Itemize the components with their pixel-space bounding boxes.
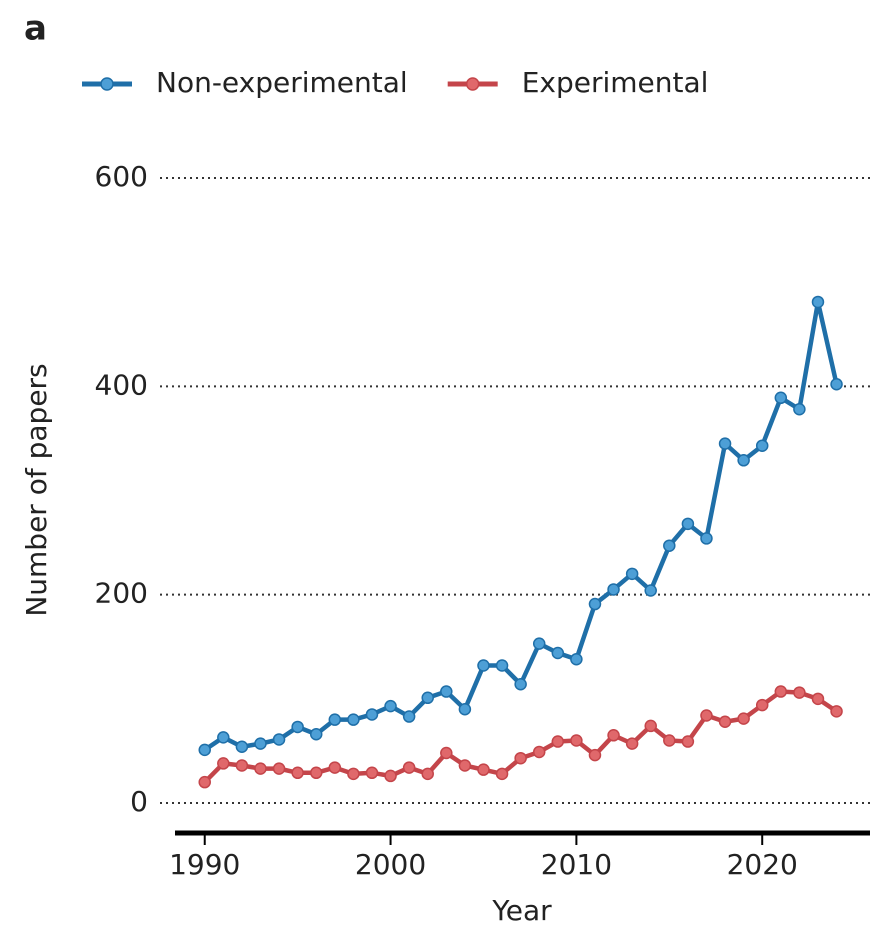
data-point — [532, 637, 546, 650]
y-tick-label: 600 — [95, 160, 148, 193]
data-point — [625, 737, 639, 750]
data-point — [700, 709, 713, 722]
panel-label: a — [24, 9, 47, 49]
data-point — [440, 685, 453, 698]
data-point — [737, 712, 750, 725]
data-point — [774, 685, 788, 698]
legend-marker — [465, 77, 480, 91]
data-point — [254, 762, 267, 775]
data-point — [570, 653, 583, 666]
data-point — [830, 378, 843, 391]
data-point — [793, 403, 806, 416]
data-point — [328, 761, 342, 774]
data-point — [347, 713, 360, 726]
data-point — [681, 735, 695, 748]
data-point — [551, 646, 565, 660]
data-point — [254, 737, 267, 750]
legend-label: Non-experimental — [156, 66, 408, 99]
data-point — [700, 532, 713, 545]
data-point — [644, 719, 657, 733]
data-point — [365, 766, 379, 780]
y-tick-label: 200 — [95, 577, 148, 610]
data-point — [644, 584, 657, 597]
y-axis-label: Number of papers — [20, 363, 53, 616]
data-point — [291, 766, 304, 780]
data-point — [384, 699, 397, 713]
data-point — [607, 729, 620, 742]
data-point — [811, 295, 825, 309]
x-tick-label: 2000 — [355, 848, 426, 881]
data-point — [272, 762, 286, 775]
data-point — [514, 678, 527, 691]
legend-marker — [100, 77, 114, 91]
data-point — [755, 698, 769, 712]
data-point — [458, 759, 472, 772]
data-point — [402, 761, 416, 774]
data-point — [421, 767, 434, 781]
data-point — [309, 766, 323, 780]
data-point — [309, 728, 323, 741]
data-point — [551, 735, 565, 748]
data-point — [663, 539, 676, 552]
x-tick-label: 2020 — [727, 848, 798, 881]
data-point — [198, 743, 211, 757]
data-point — [514, 751, 527, 765]
data-point — [570, 734, 583, 747]
data-point — [477, 659, 490, 672]
data-point — [198, 775, 211, 789]
data-point — [718, 715, 732, 728]
data-point — [217, 731, 230, 744]
legend-label: Experimental — [522, 66, 709, 99]
y-tick-label: 0 — [130, 785, 148, 818]
data-point — [291, 720, 304, 734]
data-point — [625, 567, 639, 581]
data-point — [607, 583, 620, 596]
data-point — [663, 734, 676, 747]
data-point — [477, 763, 490, 776]
data-point — [532, 745, 546, 759]
data-point — [588, 597, 602, 611]
data-point — [793, 686, 806, 699]
data-point — [235, 740, 249, 753]
data-point — [272, 733, 286, 746]
data-point — [495, 659, 509, 672]
data-point — [384, 769, 397, 783]
data-point — [811, 692, 825, 706]
x-tick-label: 1990 — [169, 848, 240, 881]
data-point — [755, 439, 769, 452]
data-point — [774, 391, 788, 405]
data-point — [402, 710, 416, 723]
data-point — [830, 705, 843, 718]
data-point — [588, 748, 602, 762]
x-axis-label: Year — [491, 894, 552, 927]
data-point — [235, 759, 249, 772]
data-point — [328, 713, 342, 726]
data-point — [458, 703, 472, 716]
data-point — [365, 708, 379, 721]
data-point — [217, 757, 230, 770]
data-point — [681, 517, 695, 531]
data-point — [440, 746, 453, 760]
data-point — [737, 454, 750, 467]
data-point — [347, 767, 360, 781]
y-tick-label: 400 — [95, 368, 148, 401]
data-point — [718, 437, 732, 450]
x-tick-label: 2010 — [541, 848, 612, 881]
data-point — [421, 691, 434, 705]
data-point — [495, 767, 509, 781]
